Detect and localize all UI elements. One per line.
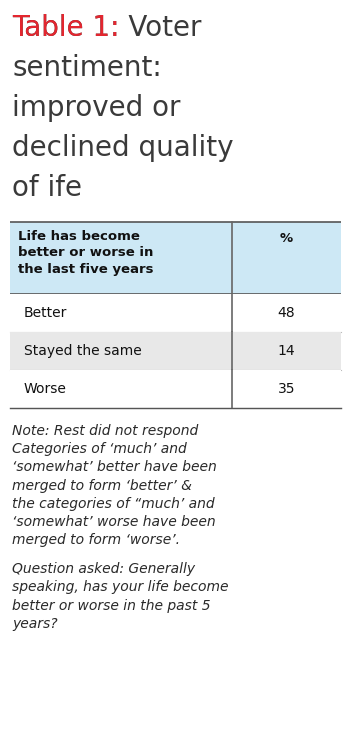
Text: of ife: of ife — [12, 174, 82, 202]
Text: %: % — [280, 232, 293, 245]
Bar — [10, 222, 341, 294]
Text: Better: Better — [24, 306, 67, 320]
Text: sentiment:: sentiment: — [12, 54, 162, 82]
Text: Note: Rest did not respond
Categories of ‘much’ and
‘somewhat’ better have been
: Note: Rest did not respond Categories of… — [12, 424, 217, 547]
Text: Stayed the same: Stayed the same — [24, 344, 142, 358]
Text: Question asked: Generally
speaking, has your life become
better or worse in the : Question asked: Generally speaking, has … — [12, 562, 229, 631]
Text: improved or: improved or — [12, 94, 180, 122]
Text: declined quality: declined quality — [12, 134, 233, 162]
Text: 35: 35 — [278, 382, 295, 396]
Text: Life has become
better or worse in
the last five years: Life has become better or worse in the l… — [18, 230, 153, 276]
Text: 48: 48 — [278, 306, 295, 320]
Bar — [10, 370, 341, 408]
Bar — [10, 332, 341, 370]
Text: 14: 14 — [278, 344, 295, 358]
Bar — [10, 294, 341, 332]
Text: Table 1: Voter: Table 1: Voter — [12, 14, 201, 42]
Text: Table 1:: Table 1: — [12, 14, 128, 42]
Text: Worse: Worse — [24, 382, 67, 396]
